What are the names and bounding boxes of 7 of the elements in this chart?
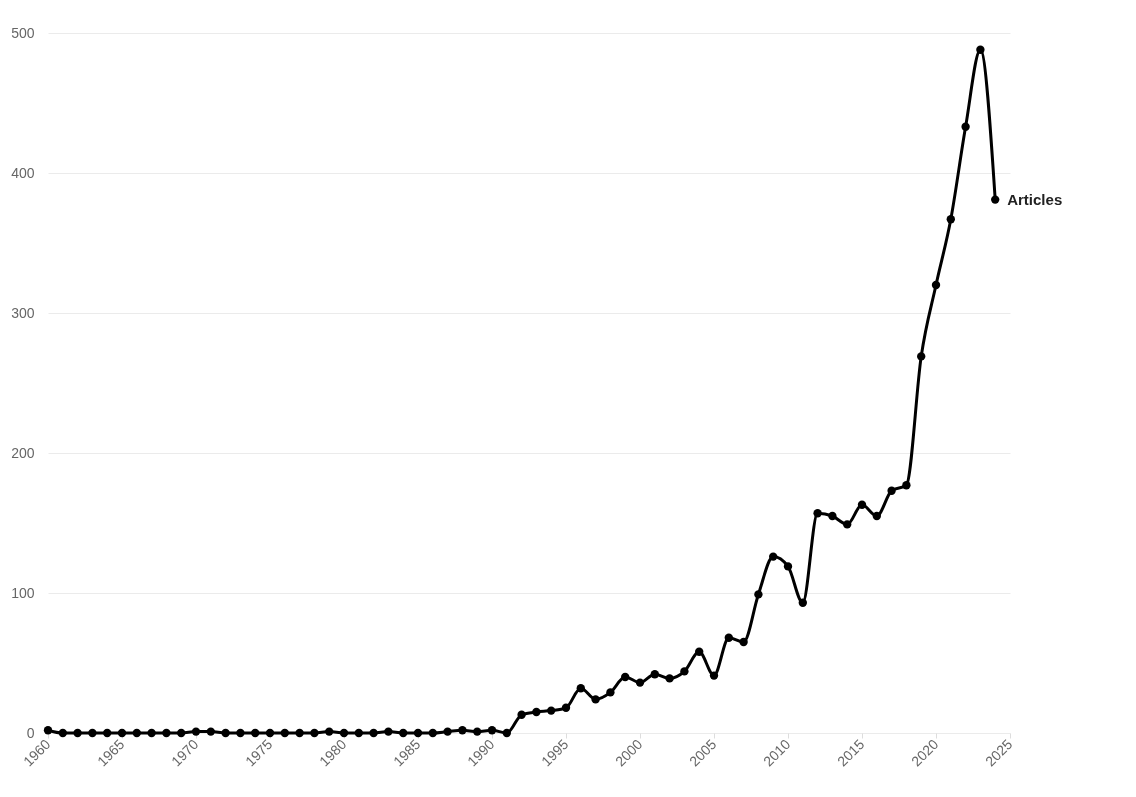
series-label: Articles xyxy=(1007,190,1063,208)
y-tick-label: 500 xyxy=(11,24,35,41)
y-tick-label: 300 xyxy=(11,304,35,321)
y-tick-label: 0 xyxy=(26,724,35,741)
y-tick-label: 200 xyxy=(11,444,35,461)
y-tick-label: 400 xyxy=(11,164,35,181)
y-tick-label: 100 xyxy=(11,584,35,601)
